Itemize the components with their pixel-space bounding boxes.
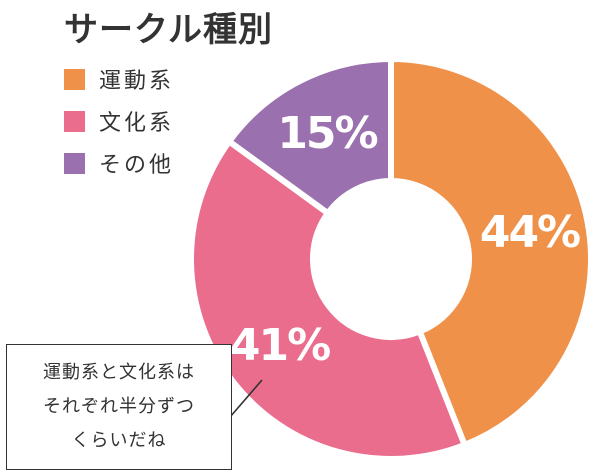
callout-line-3: くらいだね [71,430,167,451]
legend-label-sports: 運動系 [99,69,175,94]
speech-callout: 運動系と文化系は それぞれ半分ずつ くらいだね [6,344,232,470]
slice-label-culture: 41% [230,320,330,371]
legend-item-other: その他 [64,142,174,184]
slice-culture [188,137,469,462]
legend-label-culture: 文化系 [99,111,175,136]
legend-swatch-other [64,152,85,174]
legend-item-sports: 運動系 [64,58,174,100]
legend-swatch-sports [64,68,85,90]
chart-title: サークル種別 [64,10,273,50]
slice-label-other: 15% [277,108,377,159]
legend-label-other: その他 [99,153,175,178]
slice-sports [388,55,594,449]
slice-other [225,55,394,218]
callout-line-1: 運動系と文化系は [43,362,195,383]
legend: 運動系 文化系 その他 [64,58,174,184]
legend-item-culture: 文化系 [64,100,174,142]
legend-swatch-culture [64,110,85,132]
slice-label-sports: 44% [480,207,580,258]
callout-line-2: それぞれ半分ずつ [43,396,195,417]
